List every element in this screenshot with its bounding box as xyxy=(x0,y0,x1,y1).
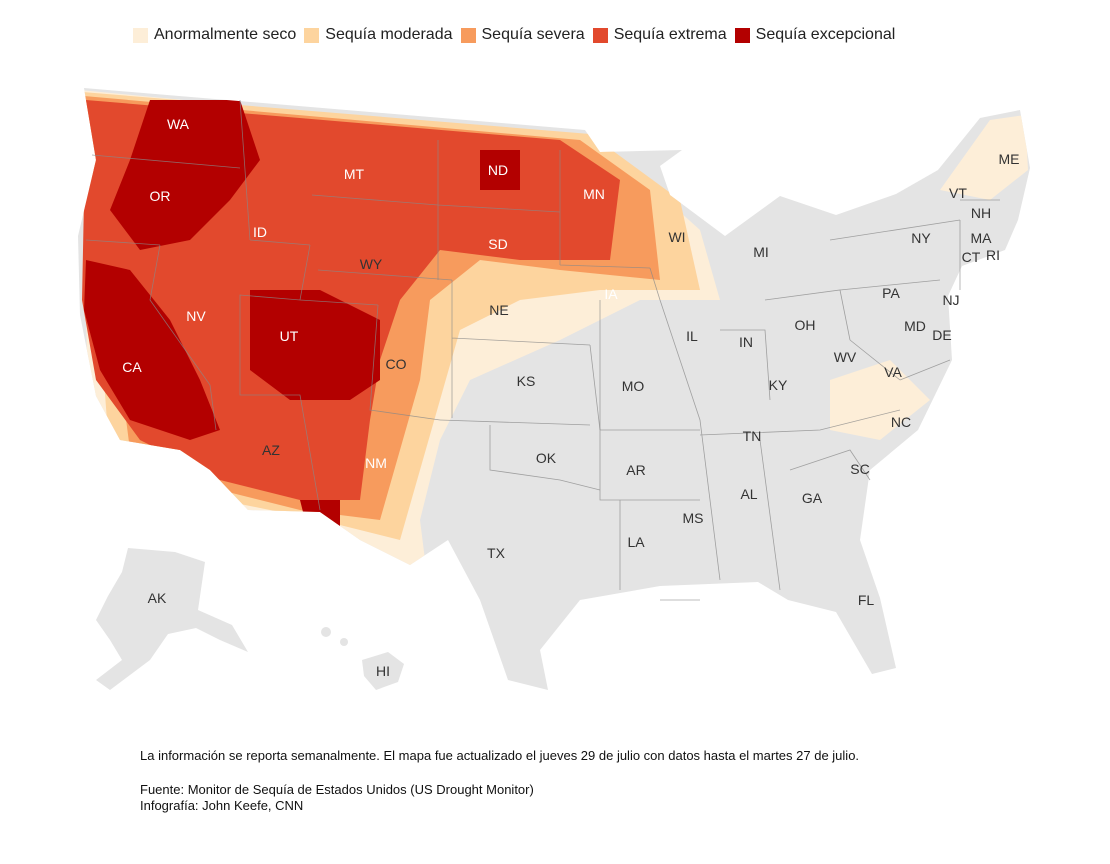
state-label-mt: MT xyxy=(344,166,365,182)
state-label-va: VA xyxy=(884,364,902,380)
state-label-me: ME xyxy=(999,151,1020,167)
state-label-nv: NV xyxy=(186,308,206,324)
state-label-md: MD xyxy=(904,318,926,334)
state-label-tx: TX xyxy=(487,545,506,561)
legend-swatch-abnormally-dry xyxy=(133,27,148,43)
state-label-de: DE xyxy=(932,327,951,343)
state-label-mi: MI xyxy=(753,244,769,260)
legend-swatch-moderate-drought xyxy=(304,27,320,43)
state-label-nh: NH xyxy=(971,205,991,221)
state-label-ma: MA xyxy=(971,230,993,246)
state-label-al: AL xyxy=(740,486,757,502)
state-label-tn: TN xyxy=(743,428,762,444)
drought-exceptional-ut xyxy=(250,290,380,400)
state-label-in: IN xyxy=(739,334,753,350)
state-label-wi: WI xyxy=(668,229,685,245)
state-label-ks: KS xyxy=(517,373,536,389)
update-note: La información se reporta semanalmente. … xyxy=(140,748,860,763)
state-label-la: LA xyxy=(627,534,645,550)
legend-label-abnormally-dry: Anormalmente seco xyxy=(154,26,297,43)
state-label-ny: NY xyxy=(911,230,931,246)
hawaii-shape xyxy=(362,652,404,690)
legend-swatch-extreme-drought xyxy=(592,27,608,43)
state-label-wa: WA xyxy=(167,116,190,132)
state-label-nc: NC xyxy=(891,414,911,430)
border-eastern-states xyxy=(764,199,1000,381)
state-labels: WA OR CA ID NV MT WY UT AZ CO NM ND SD N… xyxy=(122,116,1019,679)
legend: Anormalmente seco Sequía moderada Sequía… xyxy=(133,22,903,48)
state-label-sd: SD xyxy=(488,236,507,252)
legend-label-severe-drought: Sequía severa xyxy=(481,26,585,43)
state-label-wv: WV xyxy=(834,349,857,365)
drought-map: WA OR CA ID NV MT WY UT AZ CO NM ND SD N… xyxy=(78,88,1030,690)
legend-item-exceptional-drought: Sequía excepcional xyxy=(734,26,896,44)
state-label-ok: OK xyxy=(536,450,557,466)
state-label-nm: NM xyxy=(365,455,387,471)
legend-label-moderate-drought: Sequía moderada xyxy=(325,26,453,43)
state-label-ri: RI xyxy=(986,247,1000,263)
state-label-id: ID xyxy=(253,224,267,240)
state-label-ne: NE xyxy=(489,302,508,318)
state-label-co: CO xyxy=(386,356,407,372)
state-label-nd: ND xyxy=(488,162,508,178)
drought-exceptional xyxy=(110,100,260,250)
border-central-states xyxy=(599,267,901,601)
state-label-az: AZ xyxy=(262,442,280,458)
state-label-wy: WY xyxy=(360,256,383,272)
legend-item-extreme-drought: Sequía extrema xyxy=(592,26,727,44)
legend-swatch-severe-drought xyxy=(460,27,476,43)
hawaii-islet xyxy=(321,627,331,637)
state-label-ct: CT xyxy=(962,249,981,265)
credit-line: Infografía: John Keefe, CNN xyxy=(140,798,304,813)
state-label-hi: HI xyxy=(376,663,390,679)
state-label-ia: IA xyxy=(604,286,618,302)
state-label-ms: MS xyxy=(683,510,704,526)
hawaii-islet xyxy=(340,638,348,646)
state-borders xyxy=(85,99,1000,601)
legend-label-extreme-drought: Sequía extrema xyxy=(613,26,727,43)
state-label-fl: FL xyxy=(858,592,875,608)
state-label-ky: KY xyxy=(769,377,788,393)
drought-abnormally-dry-ne xyxy=(940,115,1028,200)
state-label-mn: MN xyxy=(583,186,605,202)
state-label-ga: GA xyxy=(802,490,823,506)
border-plains-states xyxy=(437,140,651,491)
legend-label-exceptional-drought: Sequía excepcional xyxy=(755,26,896,43)
legend-item-severe-drought: Sequía severa xyxy=(460,26,585,44)
source-line: Fuente: Monitor de Sequía de Estados Uni… xyxy=(140,782,534,797)
border-mountain-states xyxy=(239,99,453,511)
state-label-sc: SC xyxy=(850,461,869,477)
legend-item-abnormally-dry: Anormalmente seco xyxy=(133,26,296,44)
state-label-ak: AK xyxy=(148,590,167,606)
legend-swatch-exceptional-drought xyxy=(734,27,750,43)
drought-exceptional-nm xyxy=(300,500,340,540)
state-label-ut: UT xyxy=(280,328,299,344)
state-label-oh: OH xyxy=(795,317,816,333)
state-label-il: IL xyxy=(686,328,698,344)
state-label-vt: VT xyxy=(949,185,967,201)
drought-exceptional-nd xyxy=(480,150,520,190)
legend-item-moderate-drought: Sequía moderada xyxy=(304,26,453,44)
alaska-shape xyxy=(96,548,248,690)
drought-exceptional-ca xyxy=(84,260,220,440)
state-label-or: OR xyxy=(150,188,171,204)
state-label-ar: AR xyxy=(626,462,645,478)
state-label-nj: NJ xyxy=(942,292,959,308)
border-west-coast-states xyxy=(85,154,241,431)
state-label-mo: MO xyxy=(622,378,645,394)
state-label-ca: CA xyxy=(122,359,142,375)
drought-abnormally-dry-east xyxy=(830,360,930,440)
drought-layers xyxy=(80,90,1028,620)
state-label-pa: PA xyxy=(882,285,900,301)
